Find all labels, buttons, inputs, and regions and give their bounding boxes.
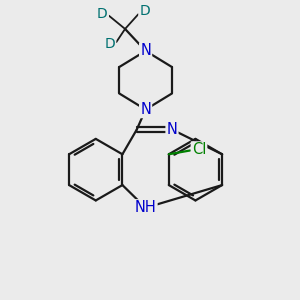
Text: D: D	[104, 37, 115, 51]
Text: N: N	[167, 122, 177, 137]
Text: NH: NH	[135, 200, 157, 215]
Text: N: N	[140, 102, 151, 117]
Text: Cl: Cl	[192, 142, 206, 158]
Text: N: N	[140, 44, 151, 59]
Text: D: D	[97, 7, 108, 21]
Text: D: D	[139, 4, 150, 18]
